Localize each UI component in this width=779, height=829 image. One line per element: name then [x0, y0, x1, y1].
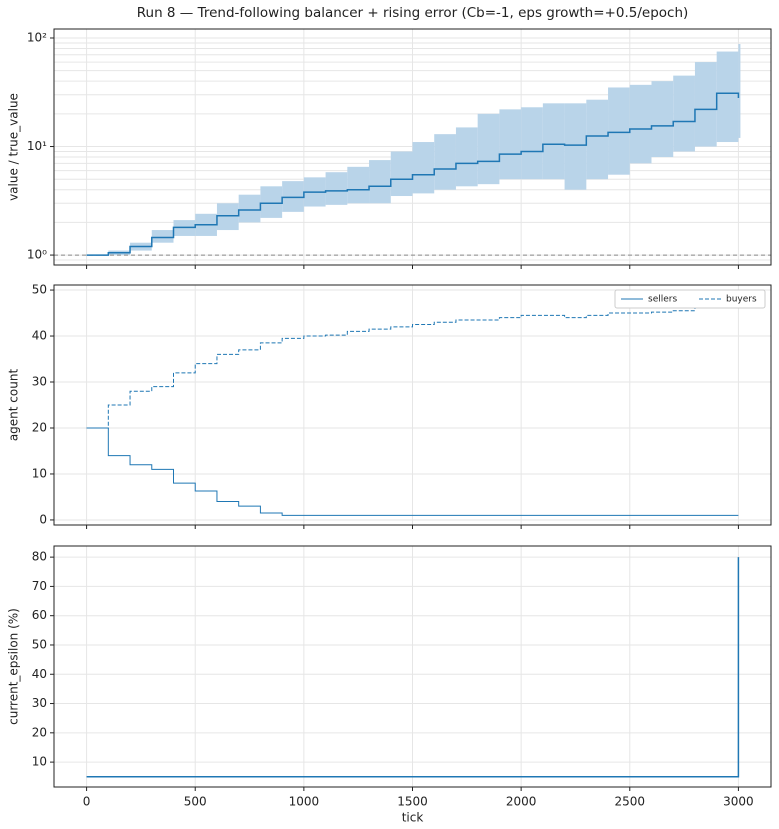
line — [86, 427, 739, 516]
y-axis-label: current_epsilon (%) — [7, 608, 21, 725]
legend-label: buyers — [726, 295, 757, 305]
y-tick-label: 10¹ — [27, 139, 47, 153]
band — [564, 103, 587, 190]
band — [151, 230, 174, 243]
legend-label: sellers — [648, 295, 677, 305]
y-tick-label: 10 — [32, 755, 47, 769]
band — [412, 142, 435, 194]
band — [455, 127, 478, 187]
band — [260, 186, 283, 218]
y-tick-label: 30 — [32, 375, 47, 389]
band — [651, 81, 674, 158]
y-tick-label: 10² — [27, 30, 47, 44]
band — [477, 113, 500, 185]
y-tick-label: 0 — [39, 512, 47, 526]
chart-title: Run 8 — Trend-following balancer + risin… — [137, 5, 689, 21]
axes-frame — [53, 28, 772, 266]
plot-area — [86, 303, 739, 516]
y-tick-label: 60 — [32, 608, 47, 622]
band — [347, 166, 370, 204]
axes-frame — [53, 284, 772, 526]
x-tick-label: 0 — [83, 795, 91, 809]
y-tick-label: 40 — [32, 667, 47, 681]
x-tick-label: 2500 — [614, 795, 645, 809]
band — [238, 194, 261, 223]
band — [542, 103, 565, 180]
band — [434, 134, 456, 190]
y-tick-label: 50 — [32, 637, 47, 651]
band — [673, 75, 695, 152]
plot-area — [86, 557, 740, 778]
line — [86, 92, 740, 256]
band — [216, 203, 239, 231]
y-tick-label: 40 — [32, 329, 47, 343]
band — [369, 160, 391, 204]
line — [86, 303, 739, 429]
x-tick-label: 3000 — [723, 795, 754, 809]
band — [521, 107, 543, 180]
legend: sellers buyers — [614, 289, 766, 309]
x-tick-label: 2000 — [506, 795, 537, 809]
band — [586, 99, 609, 180]
y-tick-label: 30 — [32, 696, 47, 710]
y-axis-label: agent count — [7, 369, 21, 442]
x-tick-label: 1500 — [397, 795, 428, 809]
band — [325, 172, 348, 205]
band — [608, 87, 630, 175]
legend-box — [614, 289, 766, 309]
y-tick-label: 80 — [32, 550, 47, 564]
x-axis-label: tick — [402, 811, 424, 825]
y-tick-label: 70 — [32, 579, 47, 593]
band — [716, 51, 739, 143]
y-tick-label: 10 — [32, 466, 47, 480]
y-tick-label: 50 — [32, 283, 47, 297]
band — [629, 84, 652, 164]
axes-frame — [53, 545, 772, 788]
y-tick-label: 10⁰ — [27, 248, 47, 262]
band — [694, 62, 717, 147]
band — [499, 109, 522, 180]
plot-area — [54, 44, 771, 256]
band — [390, 151, 413, 197]
y-tick-label: 20 — [32, 420, 47, 434]
y-tick-label: 20 — [32, 725, 47, 739]
y-axis-label: value / true_value — [7, 93, 21, 201]
line — [86, 557, 740, 778]
band — [282, 181, 304, 212]
x-tick-label: 1000 — [289, 795, 320, 809]
band — [738, 44, 741, 138]
x-tick-label: 500 — [184, 795, 207, 809]
